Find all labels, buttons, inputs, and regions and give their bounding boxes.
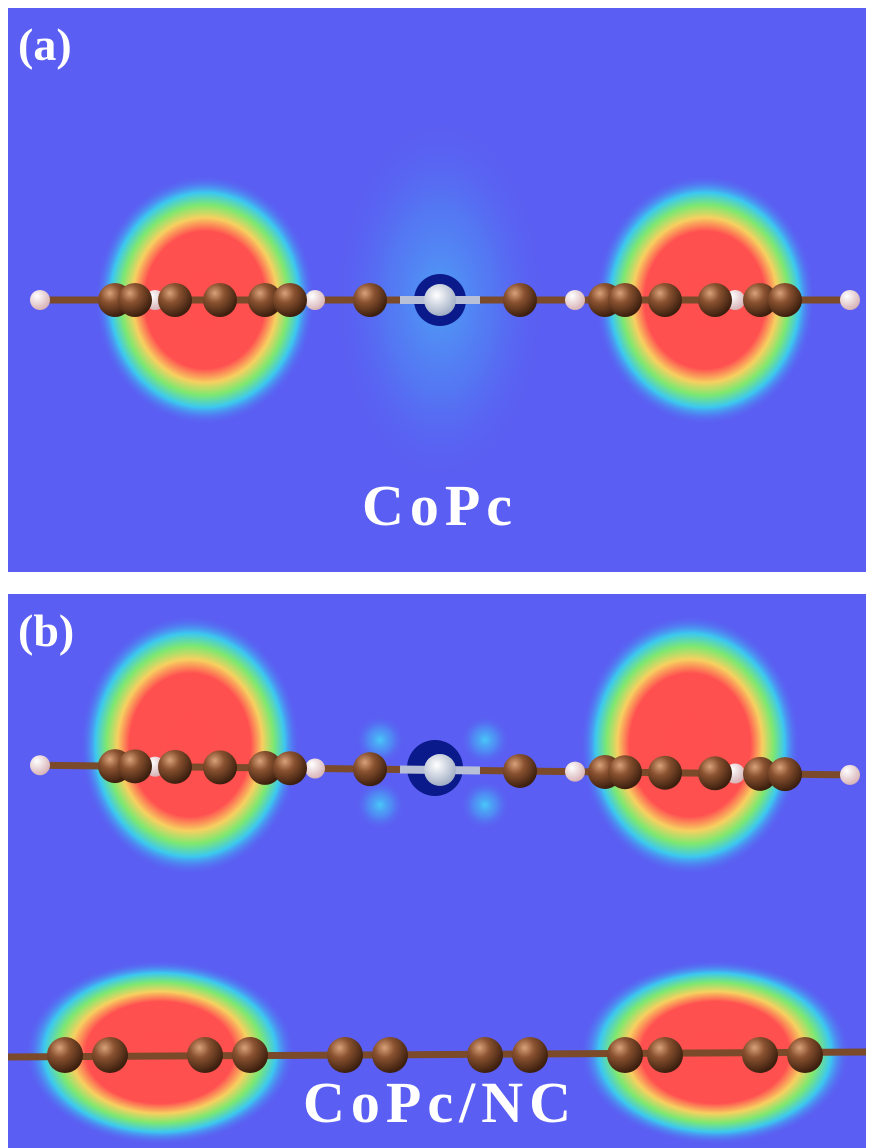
panel-caption: CoPc/NC (303, 1070, 577, 1135)
hydrogen-atom (30, 290, 50, 310)
carbon-atom (698, 756, 732, 790)
carbon-atom (503, 754, 537, 788)
page: (a) CoPc (b) CoPc/NC (() => { const data… (0, 0, 874, 1148)
carbon-atom (512, 1037, 548, 1073)
carbon-atom (273, 751, 307, 785)
hydrogen-atom (565, 762, 585, 782)
carbon-atom (768, 283, 802, 317)
carbon-atom (203, 283, 237, 317)
carbon-atom (647, 1037, 683, 1073)
cobalt-atom (424, 284, 456, 316)
carbon-atom (608, 283, 642, 317)
hydrogen-atom (840, 290, 860, 310)
carbon-atom (353, 283, 387, 317)
cobalt-atom (424, 754, 456, 786)
panel-label: (b) (18, 605, 74, 656)
carbon-atom (698, 283, 732, 317)
carbon-atom (607, 1037, 643, 1073)
carbon-atom (158, 283, 192, 317)
carbon-atom (232, 1037, 268, 1073)
carbon-atom (327, 1037, 363, 1073)
carbon-atom (92, 1037, 128, 1073)
carbon-atom (648, 756, 682, 790)
bond (8, 1052, 866, 1057)
hydrogen-atom (305, 290, 325, 310)
carbon-atom (372, 1037, 408, 1073)
carbon-atom (787, 1037, 823, 1073)
figure: (a) CoPc (b) CoPc/NC (0, 0, 874, 1148)
carbon-atom (648, 283, 682, 317)
hydrogen-atom (840, 765, 860, 785)
carbon-atom (353, 752, 387, 786)
hydrogen-atom (30, 755, 50, 775)
carbon-atom (203, 750, 237, 784)
carbon-atom (47, 1037, 83, 1073)
panel-label: (a) (18, 19, 72, 70)
carbon-atom (118, 749, 152, 783)
carbon-atom (768, 757, 802, 791)
carbon-atom (742, 1037, 778, 1073)
carbon-atom (187, 1037, 223, 1073)
carbon-atom (158, 750, 192, 784)
carbon-atom (467, 1037, 503, 1073)
carbon-atom (273, 283, 307, 317)
hydrogen-atom (305, 759, 325, 779)
carbon-atom (503, 283, 537, 317)
carbon-atom (608, 755, 642, 789)
hydrogen-atom (565, 290, 585, 310)
carbon-atom (118, 283, 152, 317)
panel-caption: CoPc (362, 473, 518, 538)
